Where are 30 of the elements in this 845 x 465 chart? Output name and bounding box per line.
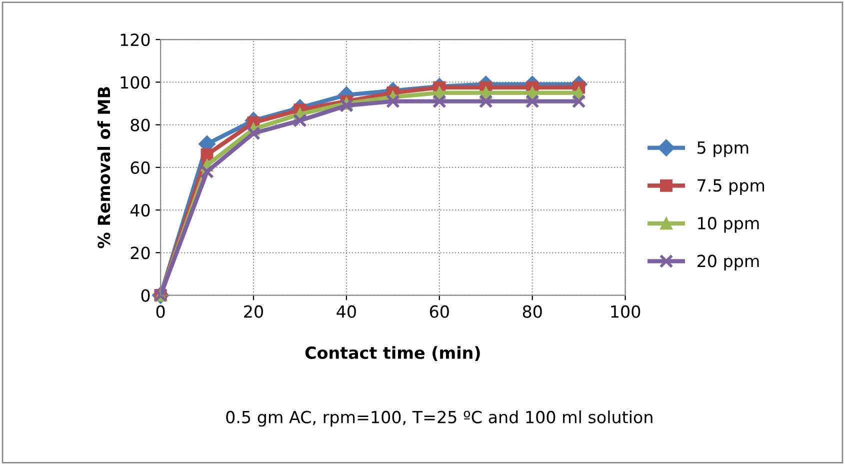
x-tick-label: 0 [156,305,165,318]
x-tick-label: 80 [522,305,542,318]
x-tick-label: 60 [430,305,449,318]
point [386,94,400,108]
y-tick-label: 100 [120,76,150,89]
y-tick-label: 20 [130,246,150,260]
point [432,94,446,108]
point [200,164,214,179]
point [340,98,354,113]
legend-label: 20 ppm [697,254,759,271]
y-tick-label: 60 [130,161,150,174]
point [200,148,214,161]
legend-label: 10 ppm [698,216,759,233]
point [478,94,493,108]
y-tick-label: 0 [141,289,150,302]
x-tick-label: 20 [244,305,263,318]
legend-label: 7.5 ppm [698,179,764,195]
legend-label: 5 ppm [698,142,748,158]
x-axis-title: Contact time (min) [305,346,480,361]
point [293,114,307,128]
x-tick-label: 100 [611,305,640,318]
point [572,94,586,108]
point [246,126,260,140]
y-tick-label: 120 [120,33,150,46]
y-tick-label: 80 [130,118,150,132]
text: 0.5 gm AC, rpm=100, T=25 ºC and 100 ml solution [226,410,652,427]
y-tick-label: 40 [130,204,150,217]
y-axis-title: % Removal of MB [97,87,110,248]
point [525,94,540,108]
x-tick-label: 40 [336,305,356,318]
